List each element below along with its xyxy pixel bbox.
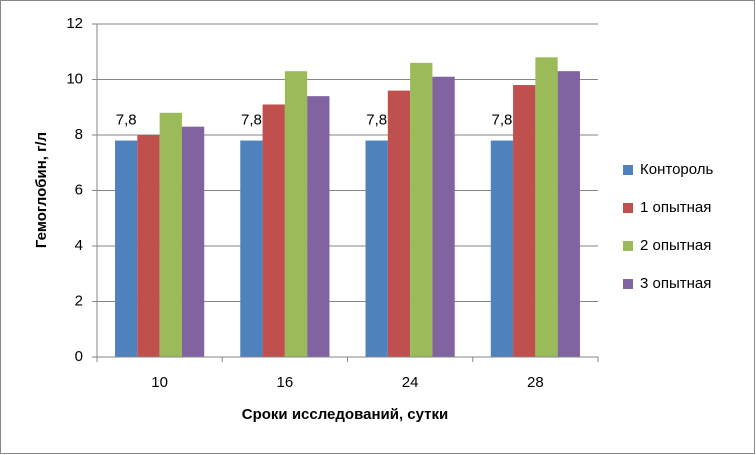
legend-label: Контороль [640, 161, 714, 178]
bar [159, 112, 182, 357]
legend-label: 3 опытная [640, 275, 711, 292]
x-tick-label: 16 [277, 374, 294, 391]
bar [137, 135, 160, 357]
bar [115, 140, 138, 357]
legend-label: 2 опытная [640, 237, 711, 254]
y-tick-label: 10 [66, 70, 83, 87]
bar [307, 96, 330, 358]
y-tick-label: 2 [75, 292, 83, 309]
data-label: 7,8 [491, 112, 512, 129]
legend-swatch [623, 165, 633, 175]
bar [557, 71, 580, 358]
x-axis-title: Сроки исследований, сутки [242, 406, 448, 423]
bar [262, 104, 285, 357]
data-label: 7,8 [116, 112, 137, 129]
y-tick-label: 4 [75, 237, 83, 254]
x-tick-label: 28 [527, 374, 544, 391]
legend-label: 1 опытная [640, 199, 711, 216]
data-label: 7,8 [366, 112, 387, 129]
x-tick-label: 10 [151, 374, 168, 391]
bar [181, 126, 205, 357]
y-axis-title: Гемоглобин, г/л [33, 132, 50, 248]
legend-swatch [623, 241, 633, 251]
y-tick-label: 6 [75, 181, 83, 198]
x-tick-label: 24 [402, 374, 419, 391]
y-tick-label: 8 [75, 126, 83, 143]
bar [284, 71, 308, 358]
data-label: 7,8 [241, 112, 262, 129]
bar [432, 76, 455, 357]
bar [387, 90, 411, 357]
legend-swatch [623, 279, 633, 289]
y-tick-label: 12 [66, 15, 83, 32]
bar [365, 140, 388, 357]
bar [535, 57, 558, 358]
bar [490, 140, 514, 357]
bar [513, 85, 536, 358]
legend-swatch [623, 203, 633, 213]
y-tick-label: 0 [75, 348, 83, 365]
bar [240, 140, 263, 357]
bar [410, 62, 433, 357]
